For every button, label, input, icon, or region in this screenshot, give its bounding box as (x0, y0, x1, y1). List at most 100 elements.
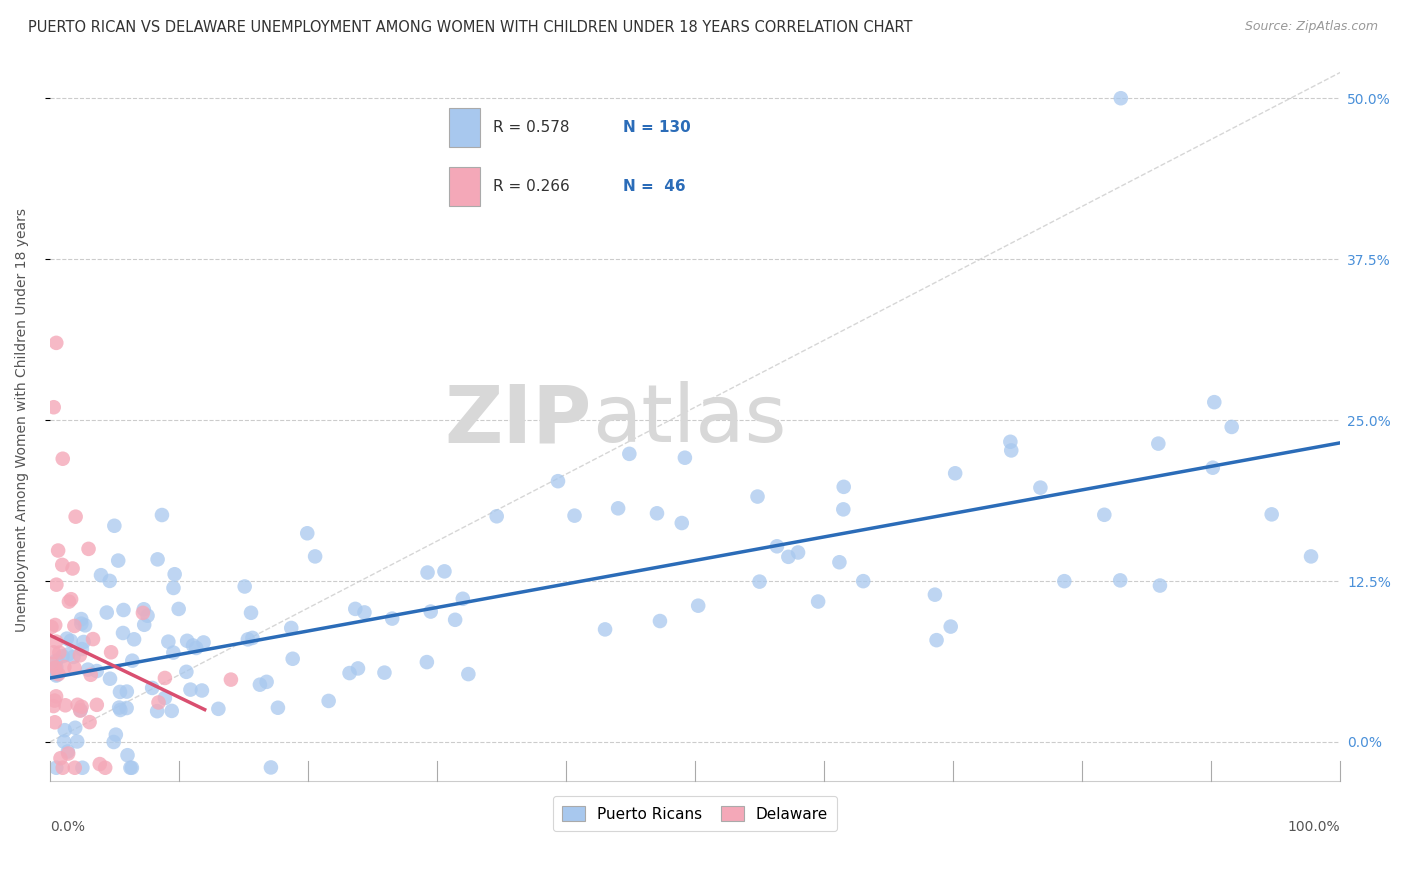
Point (117, 748, 139, 763)
Point (1000, 434, 1022, 449)
Point (186, 640, 208, 655)
Point (157, 634, 180, 648)
Point (45, 654, 67, 668)
Point (90, 568, 112, 582)
Y-axis label: Unemployment Among Women with Children Under 18 years: Unemployment Among Women with Children U… (15, 208, 30, 632)
Point (107, 553, 129, 567)
Point (1029, 481, 1052, 495)
Point (63, 721, 86, 735)
Point (457, 667, 479, 681)
Point (66, 734, 89, 748)
Point (45, 761, 67, 775)
Point (132, 602, 155, 616)
Point (778, 549, 800, 564)
Point (86, 698, 108, 712)
Point (51, 558, 73, 572)
Point (48, 667, 70, 681)
Point (44, 661, 66, 675)
Point (353, 606, 375, 620)
Point (304, 549, 326, 564)
Point (45, 634, 67, 648)
Point (108, 685, 131, 699)
Point (45, 660, 67, 674)
Point (115, 684, 138, 698)
Point (70, 612, 93, 626)
Point (233, 580, 256, 594)
Point (103, 735, 125, 749)
Point (607, 501, 630, 516)
Point (260, 760, 283, 774)
Point (51, 649, 73, 664)
Point (219, 673, 242, 687)
Point (673, 450, 696, 465)
Point (943, 467, 966, 481)
Point (59, 633, 82, 648)
Point (318, 694, 340, 708)
Point (832, 502, 855, 516)
Point (381, 612, 404, 626)
Point (619, 447, 641, 461)
Point (240, 606, 263, 620)
Point (42, 699, 65, 714)
Point (62, 649, 84, 664)
Point (104, 728, 127, 742)
Point (42, 645, 65, 659)
Point (281, 652, 304, 666)
Point (242, 631, 264, 645)
Point (167, 602, 190, 616)
Point (41, 657, 63, 671)
Point (688, 599, 710, 613)
Point (98, 574, 121, 588)
Point (547, 474, 569, 488)
Point (433, 565, 456, 579)
Point (63, 761, 86, 775)
Point (89, 757, 111, 772)
Point (69, 704, 91, 718)
Point (73, 618, 96, 632)
Point (63, 619, 86, 633)
Point (100, 645, 122, 659)
Point (108, 700, 131, 714)
Point (80, 667, 103, 681)
Point (53, 660, 76, 674)
Point (832, 480, 855, 494)
Point (65, 509, 87, 524)
Point (160, 704, 183, 718)
Point (45, 667, 67, 681)
Point (77, 663, 100, 677)
Text: PUERTO RICAN VS DELAWARE UNEMPLOYMENT AMONG WOMEN WITH CHILDREN UNDER 18 YEARS C: PUERTO RICAN VS DELAWARE UNEMPLOYMENT AM… (28, 20, 912, 35)
Point (193, 635, 215, 649)
Point (416, 655, 439, 669)
Point (280, 621, 302, 635)
Point (44, 618, 66, 632)
Point (344, 602, 367, 616)
Point (86, 664, 108, 678)
Point (1204, 395, 1226, 409)
Point (162, 581, 184, 595)
Text: atlas: atlas (592, 381, 786, 459)
Point (56, 744, 79, 758)
Point (122, 632, 145, 647)
Point (444, 613, 467, 627)
Point (44, 715, 66, 730)
Point (72, 635, 94, 649)
Point (766, 539, 789, 553)
Point (66, 698, 89, 712)
Point (1109, 91, 1132, 105)
Point (56, 648, 79, 662)
Point (1109, 574, 1132, 588)
Point (45, 668, 67, 682)
Point (82, 632, 104, 646)
Point (451, 591, 474, 606)
Point (132, 606, 155, 620)
Point (648, 614, 671, 628)
Point (45, 335, 67, 350)
Point (564, 508, 586, 523)
Point (103, 518, 125, 533)
Text: 100.0%: 100.0% (1288, 821, 1340, 834)
Point (1092, 508, 1115, 522)
Point (150, 508, 173, 522)
Point (1053, 574, 1076, 589)
Point (72, 761, 94, 775)
Point (69, 648, 91, 663)
